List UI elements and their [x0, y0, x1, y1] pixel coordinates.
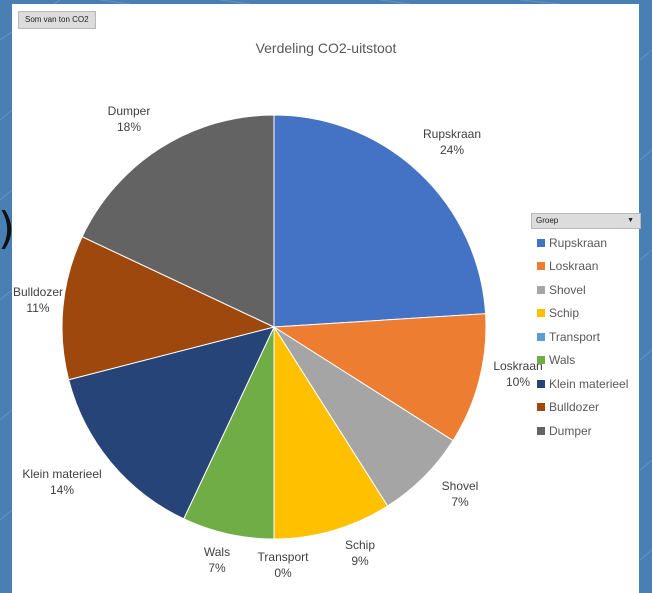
data-label-shovel: Shovel 7%: [442, 479, 479, 509]
legend-item-loskraan[interactable]: Loskraan: [537, 255, 647, 279]
legend-swatch: [537, 262, 545, 271]
chart-title: Verdeling CO2-uitstoot: [255, 40, 397, 56]
pie-slice-loskraan[interactable]: [272, 313, 487, 442]
legend-label: Klein materieel: [549, 376, 629, 391]
legend-item-shovel[interactable]: Shovel: [537, 278, 647, 302]
legend-swatch: [537, 426, 545, 435]
pie-slice-dumper[interactable]: [81, 114, 275, 328]
legend-filter-dropdown[interactable]: Groep ▼: [531, 213, 641, 229]
pie-slice-klein-materieel[interactable]: [68, 326, 275, 520]
data-label-dumper: Dumper 18%: [108, 104, 151, 134]
legend-item-wals[interactable]: Wals: [537, 349, 647, 373]
legend-swatch: [537, 379, 545, 388]
data-label-wals: Wals 7%: [204, 545, 230, 575]
legend-swatch: [537, 285, 545, 294]
pie-slice-rupskraan[interactable]: [273, 114, 487, 328]
legend-item-transport[interactable]: Transport: [537, 325, 647, 349]
legend-label: Loskraan: [549, 259, 599, 274]
data-label-klein-materieel: Klein materieel 14%: [22, 467, 101, 497]
legend-item-schip[interactable]: Schip: [537, 302, 647, 326]
legend-label: Bulldozer: [549, 400, 600, 415]
data-label-transport: Transport 0%: [258, 550, 310, 580]
legend-item-rupskraan[interactable]: Rupskraan: [537, 231, 647, 255]
legend-label: Shovel: [549, 282, 586, 297]
legend-header-label: Groep: [536, 216, 559, 225]
legend-swatch: [537, 238, 545, 247]
legend-label: Dumper: [549, 423, 592, 438]
legend-swatch: [537, 332, 545, 341]
legend-swatch: [537, 309, 545, 318]
legend-swatch: [537, 403, 545, 412]
data-label-loskraan: Loskraan 10%: [493, 359, 542, 389]
dropdown-arrow-icon[interactable]: ▼: [627, 217, 634, 224]
legend-label: Wals: [549, 353, 576, 368]
partial-bracket-glyph: ): [0, 203, 15, 254]
legend-label: Transport: [549, 329, 600, 344]
legend-label: Schip: [549, 306, 580, 321]
legend-label: Rupskraan: [549, 235, 608, 250]
data-label-schip: Schip 9%: [345, 538, 375, 568]
legend-item-bulldozer[interactable]: Bulldozer: [537, 396, 647, 420]
legend-item-dumper[interactable]: Dumper: [537, 419, 647, 443]
legend-swatch: [537, 356, 545, 365]
data-label-rupskraan: Rupskraan 24%: [423, 127, 481, 157]
pie-slice-schip[interactable]: [273, 325, 389, 540]
pivot-value-field-button[interactable]: Som van ton CO2: [18, 11, 96, 29]
pie-slice-bulldozer[interactable]: [61, 236, 276, 381]
data-label-bulldozer: Bulldozer 11%: [13, 285, 63, 315]
legend-item-klein-materieel[interactable]: Klein materieel: [537, 372, 647, 396]
chart-legend: Rupskraan Loskraan Shovel Schip Transport Wal…: [537, 231, 647, 443]
